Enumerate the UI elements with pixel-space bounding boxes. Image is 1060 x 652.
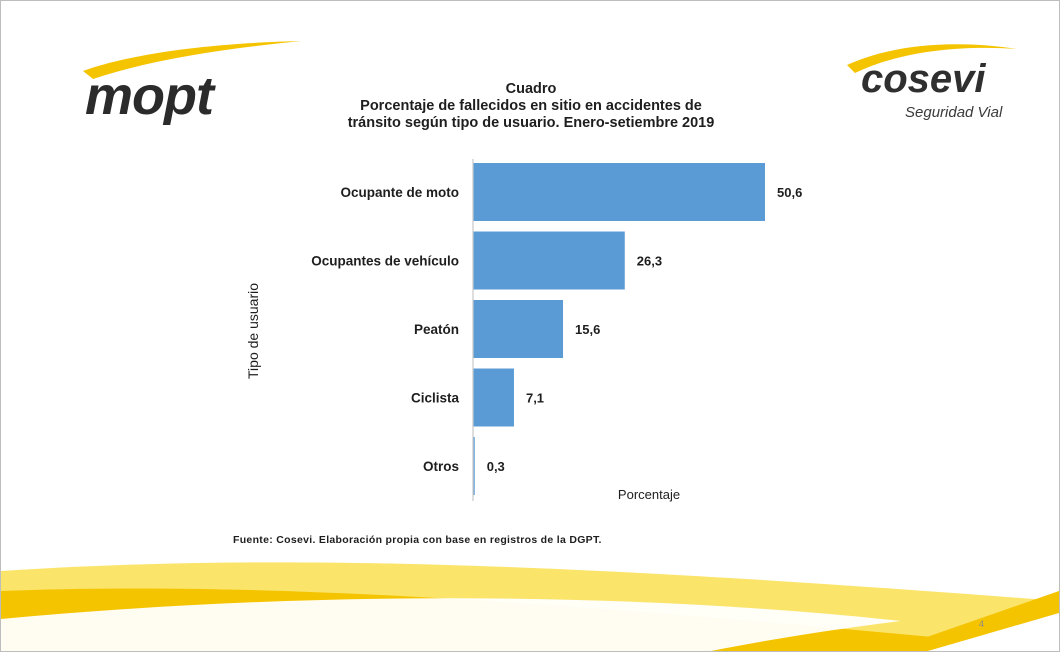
footer-wave (1, 562, 1059, 651)
mopt-logo-text: mopt (85, 66, 214, 126)
bar-1 (473, 231, 625, 290)
category-label-1: Ocupantes de vehículo (311, 254, 459, 269)
cosevi-logo-text: cosevi (861, 57, 986, 101)
cosevi-logo: cosevi Seguridad Vial (841, 37, 1041, 127)
cosevi-swoosh-icon (847, 44, 1017, 73)
bar-chart: Ocupante de moto 50,6 Ocupantes de vehícul… (245, 159, 802, 502)
chart-title: Cuadro Porcentaje de fallecidos en sitio… (251, 81, 811, 132)
value-label-4: 0,3 (487, 459, 505, 474)
y-axis-label: Tipo de usuario (245, 283, 261, 379)
title-line-2: Porcentaje de fallecidos en sitio en acc… (360, 98, 702, 114)
value-label-1: 26,3 (637, 254, 662, 269)
bar-4 (473, 437, 475, 495)
cosevi-logo-subtitle: Seguridad Vial (905, 104, 1003, 121)
category-label-4: Otros (423, 459, 459, 474)
category-label-0: Ocupante de moto (340, 185, 459, 200)
x-axis-label: Porcentaje (618, 487, 680, 502)
category-label-3: Ciclista (411, 391, 460, 406)
page-number: 4 (979, 619, 985, 629)
value-label-0: 50,6 (777, 185, 802, 200)
mopt-swoosh-icon (83, 41, 301, 79)
bar-3 (473, 368, 514, 427)
category-label-2: Peatón (414, 322, 459, 337)
value-label-3: 7,1 (526, 391, 544, 406)
title-line-1: Cuadro (505, 81, 557, 97)
mopt-logo: mopt (63, 31, 303, 123)
bar-0 (473, 163, 765, 221)
title-line-3: tránsito según tipo de usuario. Enero-se… (347, 115, 715, 131)
value-label-2: 15,6 (575, 322, 600, 337)
bar-2 (473, 300, 564, 358)
source-note: Fuente: Cosevi. Elaboración propia con b… (233, 534, 602, 546)
